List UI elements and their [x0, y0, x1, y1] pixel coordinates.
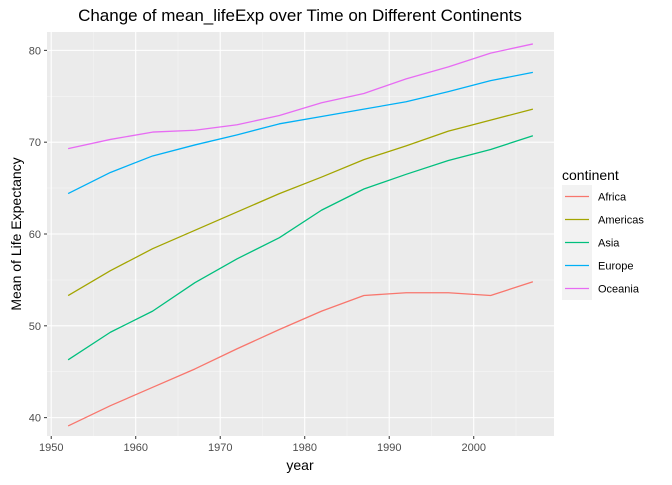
series-line-africa [67, 281, 534, 427]
series-line-europe [67, 71, 534, 195]
x-tick-label: 1960 [123, 442, 147, 454]
legend-title: continent [562, 167, 619, 183]
series-line-asia [67, 135, 534, 361]
y-tick-label: 60 [29, 229, 41, 241]
y-tick-label: 70 [29, 137, 41, 149]
legend-label: Oceania [598, 284, 640, 296]
legend-item-oceania: Oceania [562, 277, 640, 300]
legend-items: Africa Americas Asia Europe Oceania [562, 185, 644, 300]
legend-label: Europe [598, 261, 633, 273]
x-tick-label: 1990 [377, 442, 401, 454]
x-tick-label: 1950 [39, 442, 63, 454]
y-tick-label: 80 [29, 45, 41, 57]
legend-label: Africa [598, 192, 627, 204]
legend-item-europe: Europe [562, 254, 633, 277]
x-axis: 1950 1960 1970 1980 1990 2000 [39, 436, 486, 454]
y-axis: 40 50 60 70 80 [29, 45, 47, 425]
legend-label: Americas [598, 215, 644, 227]
series-lines [67, 43, 534, 427]
x-tick-label: 2000 [461, 442, 485, 454]
legend-item-americas: Americas [562, 208, 644, 231]
chart-title: Change of mean_lifeExp over Time on Diff… [78, 6, 522, 25]
x-axis-title: year [286, 457, 314, 473]
x-tick-label: 1980 [292, 442, 316, 454]
series-line-oceania [67, 43, 534, 150]
x-tick-label: 1970 [208, 442, 232, 454]
y-tick-label: 40 [29, 413, 41, 425]
legend-label: Asia [598, 238, 620, 250]
legend-item-asia: Asia [562, 231, 620, 254]
series-line-americas [67, 108, 534, 297]
y-axis-title: Mean of Life Expectancy [8, 157, 24, 310]
legend: continent Africa Americas Asia Europe Oceani… [562, 167, 644, 300]
legend-item-africa: Africa [562, 185, 627, 208]
y-tick-label: 50 [29, 321, 41, 333]
grid-major [47, 32, 554, 436]
